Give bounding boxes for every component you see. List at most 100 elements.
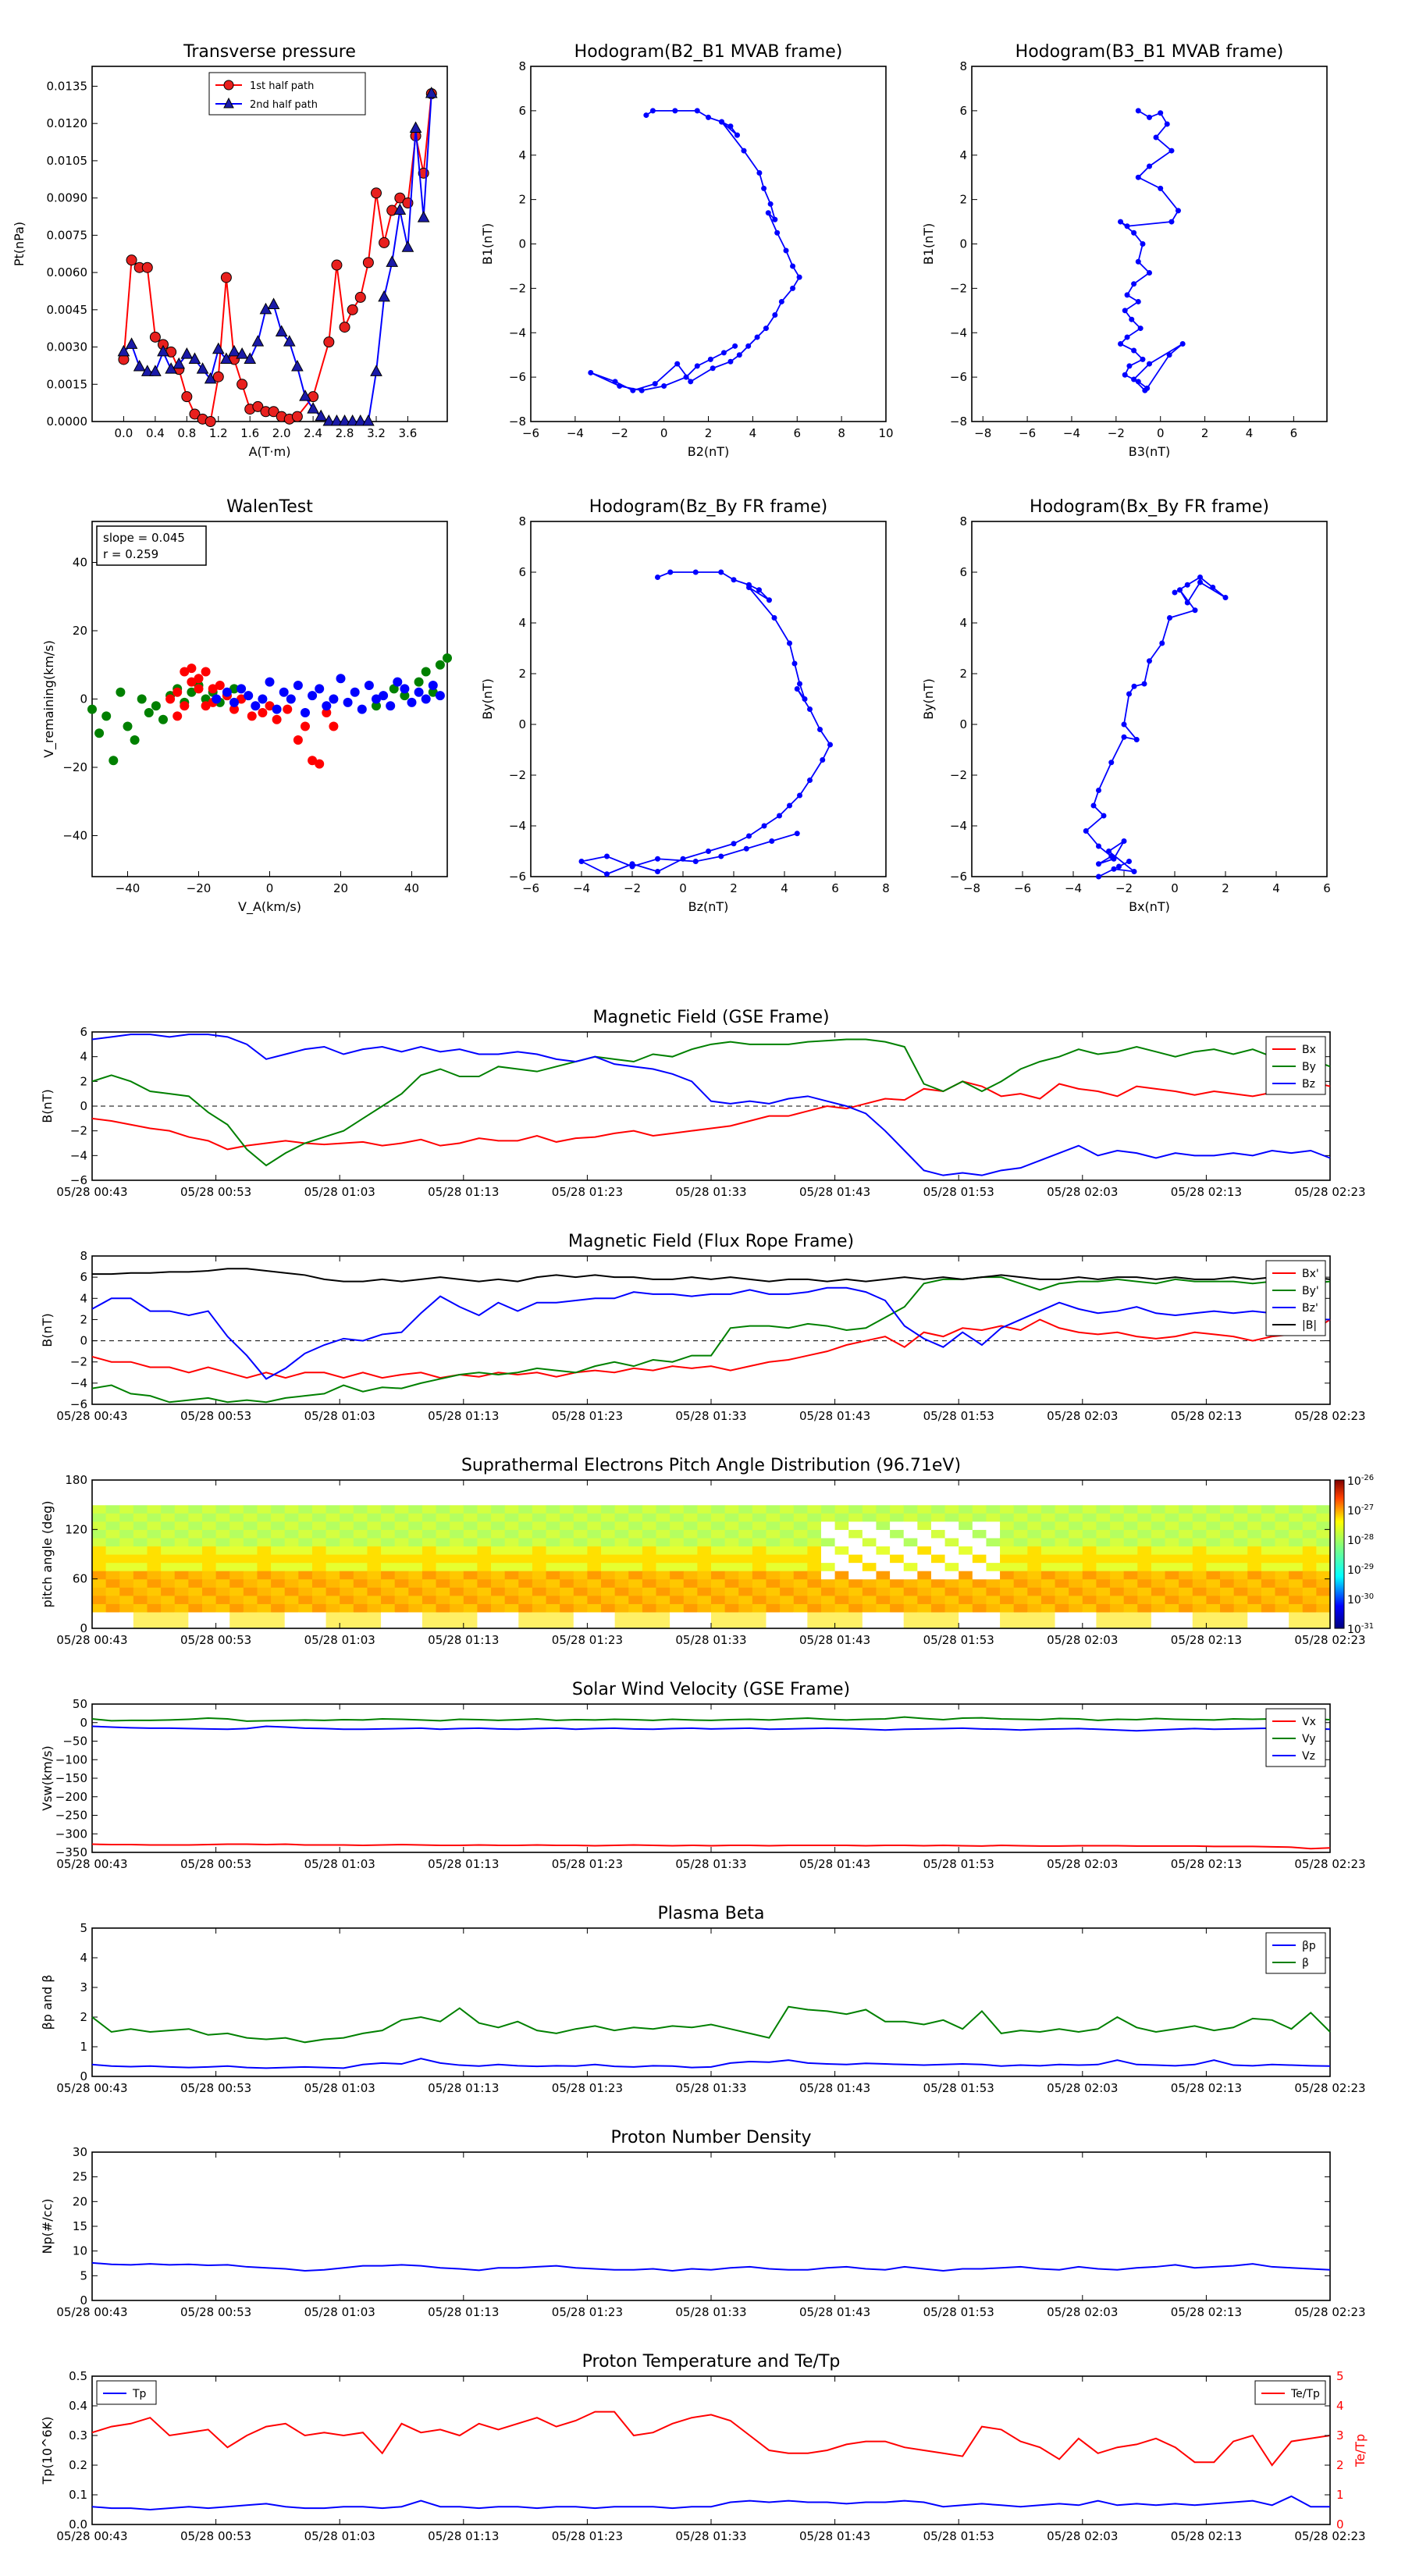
heatmap-cell: [1110, 1480, 1125, 1489]
heatmap-cell: [642, 1504, 657, 1514]
heatmap-cell: [119, 1488, 134, 1497]
x-tick-label: 0: [266, 881, 274, 895]
heatmap-cell: [917, 1480, 932, 1489]
heatmap-cell: [119, 1496, 134, 1506]
heatmap-cell: [147, 1521, 162, 1530]
x-tick-label: 4: [1272, 881, 1280, 895]
x-tick-label: 6: [793, 426, 801, 440]
heatmap-cell: [381, 1603, 396, 1613]
data-point: [630, 387, 636, 393]
plot-frame: [91, 2151, 1331, 2301]
heatmap-cell: [229, 1554, 244, 1564]
heatmap-cell: [1055, 1480, 1069, 1489]
y-tick-label: −20: [62, 760, 87, 774]
heatmap-cell: [436, 1554, 450, 1564]
y-tick-label: −250: [55, 1809, 87, 1823]
data-point: [372, 701, 381, 711]
heatmap-cell: [876, 1513, 891, 1522]
heatmap-cell: [532, 1504, 547, 1514]
heatmap-cell: [807, 1620, 822, 1629]
heatmap-cell: [752, 1595, 767, 1604]
heatmap-cell: [353, 1554, 368, 1564]
x-tick-label: 05/28 01:43: [799, 2081, 870, 2095]
heatmap-cell: [532, 1554, 547, 1564]
heatmap-cell: [92, 1554, 107, 1564]
heatmap-cell: [147, 1611, 162, 1621]
heatmap-cell: [340, 1529, 354, 1539]
heatmap-cell: [340, 1496, 354, 1506]
y-axis-label: V_remaining(km/s): [41, 640, 57, 758]
heatmap-cell: [628, 1480, 643, 1489]
heatmap-cell: [229, 1546, 244, 1555]
heatmap-cell: [1192, 1611, 1207, 1621]
heatmap-cell: [780, 1529, 795, 1539]
heatmap-cell: [491, 1529, 506, 1539]
heatmap-cell: [436, 1529, 450, 1539]
heatmap-cell: [298, 1496, 313, 1506]
heatmap-cell: [972, 1480, 987, 1489]
heatmap-cell: [1192, 1578, 1207, 1588]
heatmap-cell: [683, 1587, 698, 1596]
x-tick-label: −8: [974, 426, 991, 440]
data-point: [797, 792, 802, 799]
heatmap-cell: [601, 1554, 616, 1564]
data-point: [123, 721, 133, 731]
heatmap-cell: [862, 1620, 877, 1629]
x-tick-label: 05/28 02:13: [1171, 1185, 1242, 1199]
heatmap-cell: [1096, 1571, 1111, 1580]
chart-title: Proton Temperature and Te/Tp: [582, 2352, 841, 2371]
heatmap-cell: [1013, 1521, 1028, 1530]
heatmap-cell: [1013, 1504, 1028, 1514]
heatmap-cell: [1040, 1521, 1056, 1530]
data-point: [215, 681, 225, 690]
data-point: [346, 414, 359, 426]
data-point: [629, 863, 635, 870]
heatmap-cell: [325, 1521, 340, 1530]
chart-tp: Proton Temperature and Te/Tp0.00.10.20.3…: [40, 2352, 1368, 2543]
heatmap-cell: [1192, 1504, 1207, 1514]
series-line: [91, 2261, 1331, 2272]
heatmap-cell: [1110, 1546, 1125, 1555]
heatmap-cell: [311, 1571, 327, 1580]
heatmap-cell: [394, 1554, 409, 1564]
y-tick-label: −50: [62, 1735, 87, 1749]
heatmap-cell: [711, 1611, 726, 1621]
heatmap-cell: [422, 1595, 437, 1604]
heatmap-cell: [711, 1496, 726, 1506]
data-point: [1083, 828, 1089, 834]
data-point: [791, 660, 798, 667]
y-tick-label: 30: [73, 2145, 87, 2159]
heatmap-cell: [573, 1578, 588, 1588]
data-point: [400, 691, 410, 701]
heatmap-cell: [862, 1529, 877, 1539]
heatmap-cell: [1000, 1620, 1015, 1629]
heatmap-cell: [876, 1529, 891, 1539]
data-point: [362, 257, 374, 269]
heatmap-cell: [917, 1611, 932, 1621]
series-line: [91, 2058, 1331, 2069]
y2-tick-label: 3: [1336, 2428, 1344, 2443]
heatmap-cell: [890, 1620, 905, 1629]
colorbar-tick-label: 10-28: [1347, 1533, 1374, 1547]
heatmap-cell: [972, 1554, 987, 1564]
heatmap-cell: [793, 1488, 808, 1497]
data-point: [1111, 866, 1117, 872]
heatmap-cell: [422, 1620, 437, 1629]
heatmap-cell: [862, 1488, 877, 1497]
data-point: [208, 684, 218, 694]
heatmap-cell: [1206, 1554, 1221, 1564]
x-tick-label: 05/28 01:13: [428, 2081, 499, 2095]
heatmap-cell: [807, 1562, 822, 1571]
heatmap-cell: [628, 1571, 643, 1580]
heatmap-cell: [587, 1546, 602, 1555]
heatmap-cell: [161, 1571, 176, 1580]
heatmap-cell: [477, 1620, 492, 1629]
heatmap-cell: [92, 1496, 107, 1506]
heatmap-cell: [807, 1611, 822, 1621]
heatmap-cell: [560, 1529, 574, 1539]
chart-h21: Hodogram(B2_B1 MVAB frame)−6 −4 −2 0 2 4 6 8 10−…: [480, 42, 894, 459]
heatmap-cell: [491, 1546, 506, 1555]
heatmap-cell: [1302, 1529, 1317, 1539]
heatmap-cell: [1275, 1521, 1289, 1530]
heatmap-cell: [1123, 1578, 1138, 1588]
